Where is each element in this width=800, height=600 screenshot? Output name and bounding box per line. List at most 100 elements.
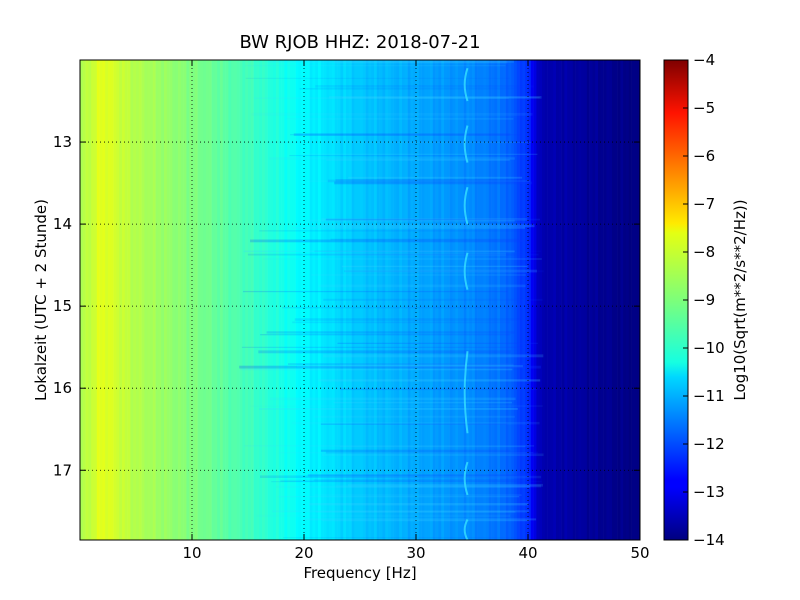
heatmap-column	[267, 60, 271, 540]
heatmap-column	[155, 60, 159, 540]
heatmap-column	[388, 60, 392, 540]
noise-streak	[243, 250, 515, 253]
noise-streak	[283, 537, 518, 538]
heatmap-column	[102, 60, 106, 540]
heatmap-column	[164, 60, 168, 540]
heatmap-column	[138, 60, 142, 540]
noise-streak	[318, 475, 542, 479]
noise-streak	[259, 408, 518, 410]
heatmap-column	[192, 60, 196, 540]
heatmap-column	[374, 60, 378, 540]
heatmap-column	[584, 60, 588, 540]
heatmap-column	[547, 60, 551, 540]
heatmap-column	[262, 60, 266, 540]
heatmap-column	[178, 60, 182, 540]
noise-streak	[340, 388, 538, 391]
heatmap-column	[91, 60, 95, 540]
heatmap-column	[329, 60, 333, 540]
heatmap-column	[396, 60, 400, 540]
heatmap-column	[323, 60, 327, 540]
noise-streak	[260, 475, 528, 478]
noise-streak	[293, 133, 511, 136]
heatmap-column	[402, 60, 406, 540]
chart-title: BW RJOB HHZ: 2018-07-21	[239, 32, 480, 53]
heatmap-column	[432, 60, 436, 540]
heatmap-column	[130, 60, 134, 540]
noise-streak	[342, 96, 540, 99]
heatmap-column	[553, 60, 557, 540]
noise-streak	[307, 474, 526, 477]
heatmap-column	[368, 60, 372, 540]
heatmap-column	[222, 60, 226, 540]
heatmap-column	[500, 60, 504, 540]
noise-streak	[311, 274, 526, 276]
colorbar-tick-label: −8	[693, 243, 715, 261]
x-tick-label: 10	[182, 544, 201, 562]
colorbar-tick-label: −14	[693, 531, 725, 549]
noise-streak	[258, 350, 511, 354]
noise-streak	[316, 224, 535, 228]
heatmap-column	[309, 60, 313, 540]
heatmap-column	[460, 60, 464, 540]
heatmap-column	[404, 60, 408, 540]
y-tick-label: 15	[53, 297, 72, 315]
y-tick-label: 14	[53, 215, 72, 233]
noise-streak	[250, 239, 525, 243]
noise-streak	[256, 514, 511, 517]
heatmap-column	[248, 60, 252, 540]
noise-streak	[344, 270, 544, 273]
noise-streak	[305, 219, 515, 222]
narrowband-feature	[463, 186, 469, 225]
heatmap-column	[189, 60, 193, 540]
heatmap-column	[544, 60, 548, 540]
heatmap-column	[220, 60, 224, 540]
heatmap-column	[304, 60, 308, 540]
heatmap-column	[469, 60, 473, 540]
heatmap-column	[236, 60, 240, 540]
colorbar-tick-label: −5	[693, 99, 715, 117]
heatmap-column	[245, 60, 249, 540]
noise-streak	[321, 218, 527, 221]
heatmap-column	[362, 60, 366, 540]
noise-streak	[325, 218, 540, 221]
heatmap-column	[427, 60, 431, 540]
noise-streak	[314, 250, 541, 252]
x-axis-label: Frequency [Hz]	[303, 564, 416, 582]
heatmap-column	[486, 60, 490, 540]
noise-streak	[318, 379, 541, 382]
heatmap-column	[572, 60, 576, 540]
heatmap-column	[250, 60, 254, 540]
heatmap-column	[315, 60, 319, 540]
noise-streak	[318, 284, 526, 288]
heatmap-column	[113, 60, 117, 540]
heatmap-column	[256, 60, 260, 540]
heatmap-column	[231, 60, 235, 540]
noise-streak	[277, 496, 520, 498]
noise-streak	[243, 290, 508, 293]
heatmap-column	[483, 60, 487, 540]
heatmap-column	[312, 60, 316, 540]
heatmap-column	[379, 60, 383, 540]
colorbar-label: Log10(Sqrt(m**2/s**2/Hz))	[731, 199, 749, 400]
colorbar-tick-label: −12	[693, 435, 725, 453]
colorbar-tick-label: −10	[693, 339, 725, 357]
heatmap-column	[278, 60, 282, 540]
heatmap-column	[416, 60, 420, 540]
heatmap-column	[281, 60, 285, 540]
heatmap-column	[558, 60, 562, 540]
noise-streak	[344, 269, 537, 273]
heatmap-column	[488, 60, 492, 540]
heatmap-column	[589, 60, 593, 540]
noise-streak	[288, 363, 529, 365]
heatmap-column	[522, 60, 526, 540]
noise-streak	[291, 421, 540, 425]
heatmap-column	[259, 60, 263, 540]
heatmap-column	[438, 60, 442, 540]
noise-streak	[269, 60, 514, 63]
noise-streak	[327, 179, 519, 183]
heatmap-column	[147, 60, 151, 540]
colorbar-tick-label: −7	[693, 195, 715, 213]
colorbar-ticks: −4 −5 −6 −7 −8 −9 −10 −11 −12 −13 −14	[683, 51, 725, 549]
heatmap-column	[133, 60, 137, 540]
